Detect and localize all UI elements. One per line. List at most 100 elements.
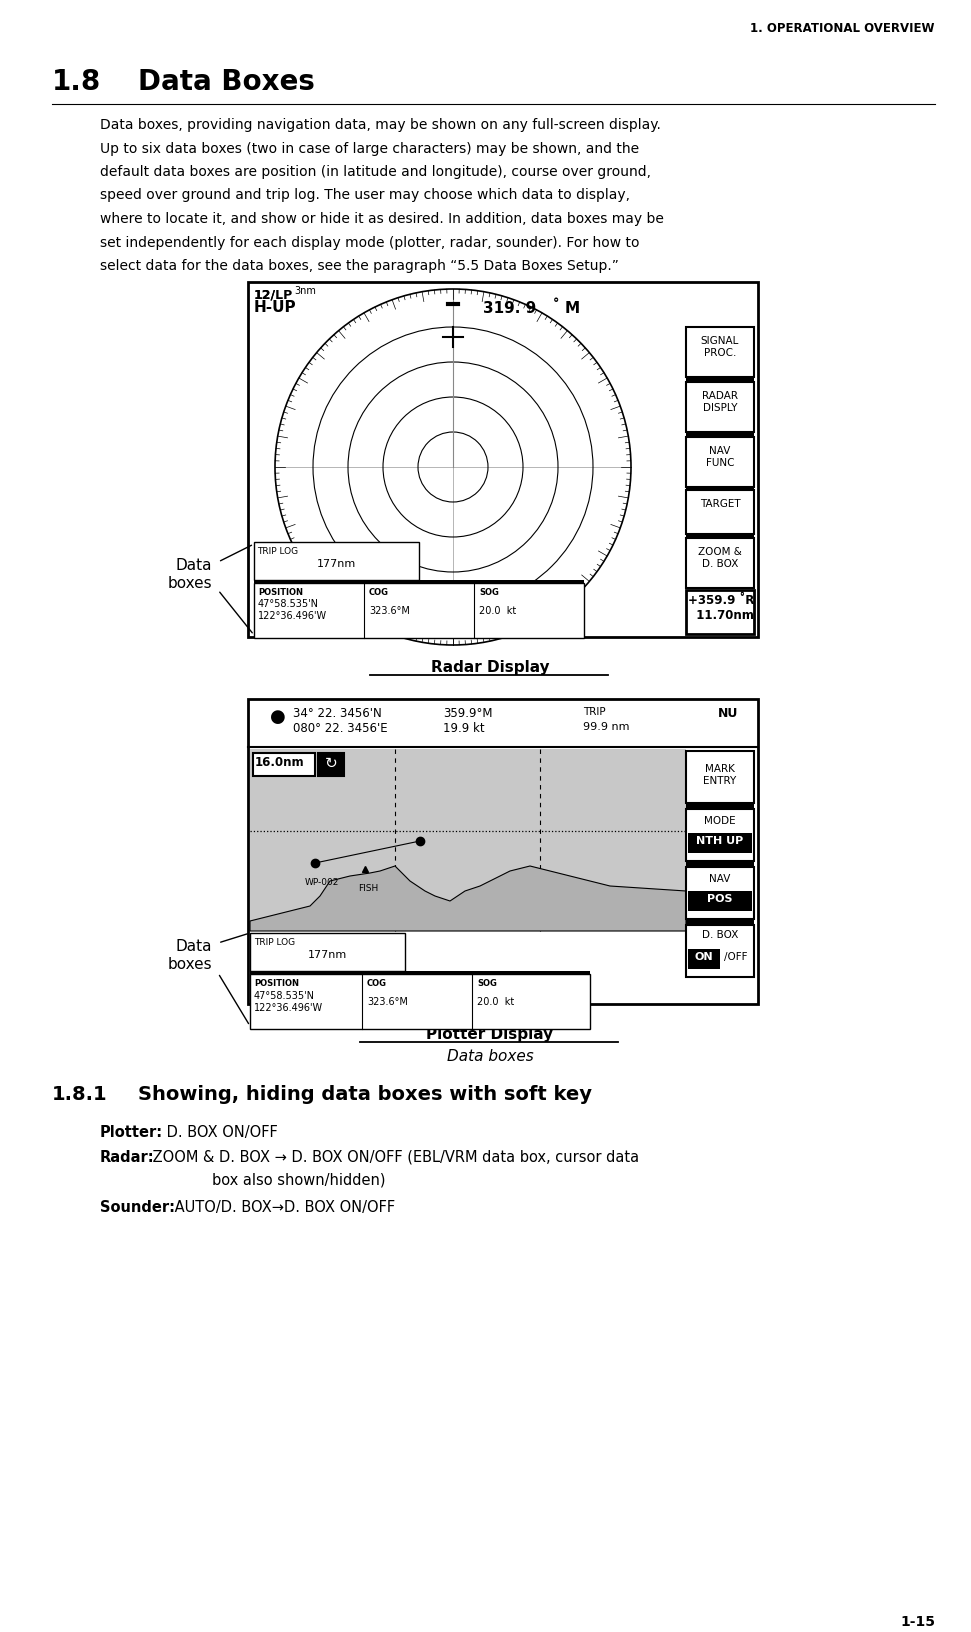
Text: Plotter Display: Plotter Display bbox=[426, 1027, 553, 1041]
Bar bbox=[686, 925, 754, 978]
Text: 323.6°M: 323.6°M bbox=[369, 605, 410, 615]
Text: POSITION: POSITION bbox=[254, 979, 299, 987]
Bar bbox=[686, 868, 754, 919]
Text: 20.0  kt: 20.0 kt bbox=[479, 605, 517, 615]
Text: RADAR
DISPLY: RADAR DISPLY bbox=[702, 390, 738, 413]
Bar bbox=[318, 754, 344, 777]
Bar bbox=[250, 974, 590, 1030]
Bar bbox=[688, 834, 752, 854]
Text: Showing, hiding data boxes with soft key: Showing, hiding data boxes with soft key bbox=[138, 1084, 592, 1103]
Text: 16.0nm: 16.0nm bbox=[255, 756, 305, 769]
Text: 1. OPERATIONAL OVERVIEW: 1. OPERATIONAL OVERVIEW bbox=[751, 21, 935, 34]
Text: Data Boxes: Data Boxes bbox=[138, 69, 315, 96]
Text: 34° 22. 3456'N: 34° 22. 3456'N bbox=[293, 707, 382, 720]
Text: TARGET: TARGET bbox=[700, 499, 740, 509]
Text: 177nm: 177nm bbox=[308, 950, 347, 960]
Text: TRIP LOG: TRIP LOG bbox=[257, 547, 298, 555]
Bar bbox=[686, 862, 754, 868]
Text: D. BOX: D. BOX bbox=[702, 930, 738, 940]
Text: 12/: 12/ bbox=[254, 287, 276, 300]
Text: COG: COG bbox=[369, 588, 389, 597]
Text: set independently for each display mode (plotter, radar, sounder). For how to: set independently for each display mode … bbox=[100, 235, 640, 250]
Bar bbox=[686, 384, 754, 432]
Text: 319. 9: 319. 9 bbox=[483, 300, 536, 317]
Text: POSITION: POSITION bbox=[258, 588, 303, 597]
Bar bbox=[253, 754, 315, 777]
Bar bbox=[250, 934, 405, 971]
Text: ↻: ↻ bbox=[324, 756, 337, 770]
Text: M: M bbox=[565, 300, 580, 317]
Text: AUTO/D. BOX→D. BOX ON/OFF: AUTO/D. BOX→D. BOX ON/OFF bbox=[170, 1200, 395, 1214]
Bar bbox=[686, 920, 754, 925]
Text: default data boxes are position (in latitude and longitude), course over ground,: default data boxes are position (in lati… bbox=[100, 165, 651, 180]
Text: SOG: SOG bbox=[477, 979, 497, 987]
Text: 99.9 nm: 99.9 nm bbox=[583, 721, 629, 731]
Text: Up to six data boxes (two in case of large characters) may be shown, and the: Up to six data boxes (two in case of lar… bbox=[100, 142, 639, 155]
Bar bbox=[686, 379, 754, 384]
Text: box also shown/hidden): box also shown/hidden) bbox=[175, 1172, 385, 1186]
Bar bbox=[686, 486, 754, 491]
Text: boxes: boxes bbox=[167, 576, 212, 591]
Text: TRIP: TRIP bbox=[583, 707, 606, 716]
Text: select data for the data boxes, see the paragraph “5.5 Data Boxes Setup.”: select data for the data boxes, see the … bbox=[100, 259, 619, 273]
Bar bbox=[686, 434, 754, 437]
Text: WP-002: WP-002 bbox=[305, 878, 340, 886]
Text: MARK
ENTRY: MARK ENTRY bbox=[703, 764, 737, 785]
Text: COG: COG bbox=[367, 979, 387, 987]
Text: Data: Data bbox=[176, 938, 212, 953]
Text: Data: Data bbox=[176, 558, 212, 573]
Text: FISH: FISH bbox=[358, 883, 379, 893]
Text: NTH UP: NTH UP bbox=[696, 836, 744, 845]
Bar bbox=[688, 891, 752, 911]
Text: boxes: boxes bbox=[167, 956, 212, 971]
Bar bbox=[254, 584, 584, 638]
Text: where to locate it, and show or hide it as desired. In addition, data boxes may : where to locate it, and show or hide it … bbox=[100, 212, 664, 225]
Text: Data boxes, providing navigation data, may be shown on any full-screen display.: Data boxes, providing navigation data, m… bbox=[100, 118, 661, 132]
Text: 19.9 kt: 19.9 kt bbox=[443, 721, 485, 734]
Text: NAV: NAV bbox=[709, 873, 731, 883]
Bar bbox=[686, 591, 754, 635]
Text: ZOOM &
D. BOX: ZOOM & D. BOX bbox=[698, 547, 742, 568]
Text: NAV
FUNC: NAV FUNC bbox=[706, 446, 734, 467]
Text: speed over ground and trip log. The user may choose which data to display,: speed over ground and trip log. The user… bbox=[100, 188, 630, 202]
Text: 323.6°M: 323.6°M bbox=[367, 997, 408, 1007]
Bar bbox=[250, 971, 590, 974]
Text: SIGNAL
PROC.: SIGNAL PROC. bbox=[701, 336, 739, 357]
Text: Radar Display: Radar Display bbox=[431, 659, 550, 674]
Text: 359.9°M: 359.9°M bbox=[443, 707, 492, 720]
Text: 47°58.535'N: 47°58.535'N bbox=[254, 991, 315, 1000]
Text: D. BOX ON/OFF: D. BOX ON/OFF bbox=[162, 1124, 278, 1139]
Bar bbox=[686, 805, 754, 809]
Text: NU: NU bbox=[718, 707, 738, 720]
Bar bbox=[686, 752, 754, 803]
Text: ON: ON bbox=[694, 951, 714, 961]
Text: 12/LP: 12/LP bbox=[254, 287, 293, 300]
Text: Plotter:: Plotter: bbox=[100, 1124, 163, 1139]
Text: 3nm: 3nm bbox=[294, 286, 316, 295]
Text: ●: ● bbox=[270, 708, 285, 726]
Text: TRIP LOG: TRIP LOG bbox=[254, 937, 295, 947]
Text: 080° 22. 3456'E: 080° 22. 3456'E bbox=[293, 721, 387, 734]
Text: MODE: MODE bbox=[704, 816, 736, 826]
Text: 177nm: 177nm bbox=[317, 558, 355, 568]
Bar bbox=[686, 437, 754, 488]
Bar bbox=[688, 950, 720, 969]
Bar bbox=[686, 491, 754, 535]
Text: 122°36.496'W: 122°36.496'W bbox=[258, 610, 327, 620]
Text: 11.70nm: 11.70nm bbox=[688, 609, 753, 622]
Bar bbox=[248, 700, 758, 1004]
Bar bbox=[254, 543, 419, 581]
Text: /OFF: /OFF bbox=[724, 951, 748, 961]
Bar bbox=[248, 282, 758, 638]
Text: Sounder:: Sounder: bbox=[100, 1200, 175, 1214]
Text: 1-15: 1-15 bbox=[900, 1614, 935, 1629]
Text: ZOOM & D. BOX → D. BOX ON/OFF (EBL/VRM data box, cursor data: ZOOM & D. BOX → D. BOX ON/OFF (EBL/VRM d… bbox=[148, 1149, 639, 1164]
Bar bbox=[250, 749, 686, 932]
Text: Radar:: Radar: bbox=[100, 1149, 154, 1164]
Bar bbox=[686, 539, 754, 589]
Text: Data boxes: Data boxes bbox=[447, 1048, 533, 1064]
Text: 1.8.1: 1.8.1 bbox=[52, 1084, 108, 1103]
Text: +359.9 ˚R: +359.9 ˚R bbox=[688, 594, 754, 607]
Text: 20.0  kt: 20.0 kt bbox=[477, 997, 515, 1007]
Text: POS: POS bbox=[707, 893, 733, 904]
